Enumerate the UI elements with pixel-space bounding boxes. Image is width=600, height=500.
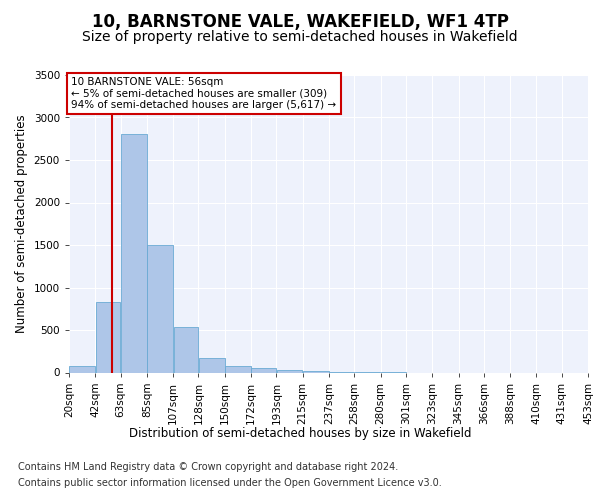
Bar <box>199 358 224 372</box>
Bar <box>173 326 198 372</box>
Bar <box>251 368 276 372</box>
Y-axis label: Number of semi-detached properties: Number of semi-detached properties <box>15 114 28 333</box>
Text: 10, BARNSTONE VALE, WAKEFIELD, WF1 4TP: 10, BARNSTONE VALE, WAKEFIELD, WF1 4TP <box>92 12 508 30</box>
Bar <box>69 366 95 372</box>
Bar <box>147 245 173 372</box>
Bar <box>95 302 120 372</box>
Text: Size of property relative to semi-detached houses in Wakefield: Size of property relative to semi-detach… <box>82 30 518 44</box>
Text: 10 BARNSTONE VALE: 56sqm
← 5% of semi-detached houses are smaller (309)
94% of s: 10 BARNSTONE VALE: 56sqm ← 5% of semi-de… <box>71 76 337 110</box>
Bar <box>225 366 251 372</box>
Text: Contains public sector information licensed under the Open Government Licence v3: Contains public sector information licen… <box>18 478 442 488</box>
Bar <box>303 371 329 372</box>
Bar <box>121 134 146 372</box>
Bar <box>277 370 302 372</box>
Text: Distribution of semi-detached houses by size in Wakefield: Distribution of semi-detached houses by … <box>129 428 471 440</box>
Text: Contains HM Land Registry data © Crown copyright and database right 2024.: Contains HM Land Registry data © Crown c… <box>18 462 398 472</box>
